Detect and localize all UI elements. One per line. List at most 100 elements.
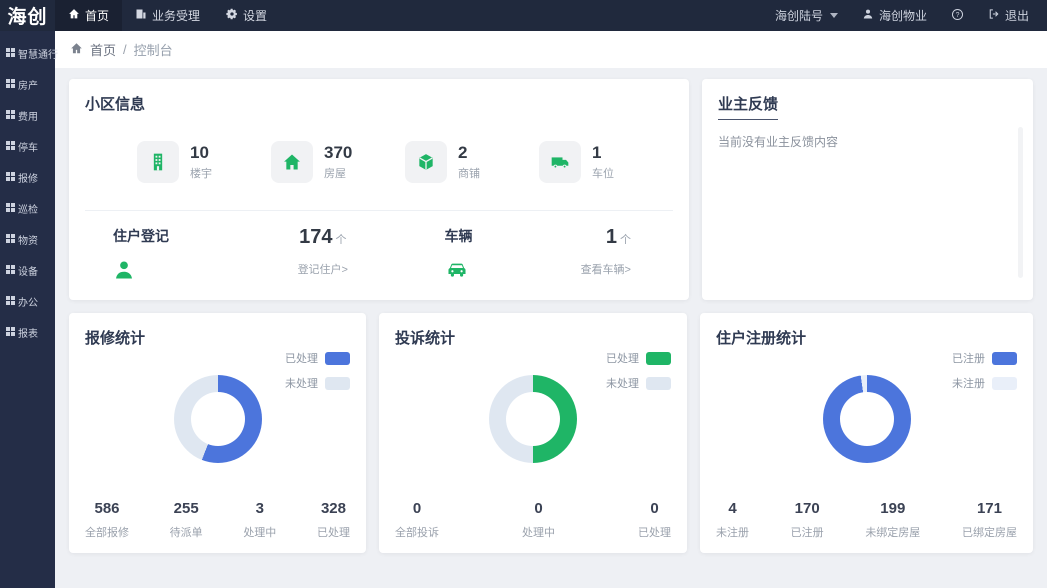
community-bottom-row: 住户登记 174 个 登记住户> 车辆: [85, 211, 673, 286]
sidebar-item-equipment[interactable]: 设备: [0, 255, 55, 286]
building-icon: [137, 141, 179, 183]
sidebar-item-label: 停车: [18, 143, 38, 154]
feedback-empty-text: 当前没有业主反馈内容: [718, 135, 839, 149]
briefcase-icon: [135, 8, 147, 23]
legend-label: 已处理: [606, 353, 639, 365]
vehicle-list-link[interactable]: 查看车辆>: [580, 264, 631, 276]
card-title: 业主反馈: [718, 93, 1017, 120]
legend-swatch: [646, 351, 671, 365]
svg-text:?: ?: [956, 11, 960, 18]
main-content: 首页 / 控制台 小区信息 10: [55, 31, 1047, 588]
vehicle-count-unit: 个: [620, 234, 631, 246]
menu-item-home[interactable]: 首页: [55, 0, 123, 31]
resident-list-link[interactable]: 登记住户>: [297, 264, 348, 276]
stat-value: 199: [880, 500, 906, 517]
stat-value: 10: [190, 143, 209, 162]
menu-item-settings[interactable]: 设置: [213, 0, 280, 31]
chart-stat: 0 处理中: [522, 500, 555, 540]
legend-item-unprocessed[interactable]: 未处理: [606, 375, 671, 391]
card-title: 小区信息: [85, 96, 146, 113]
stat-buildings: 10 楼宇: [137, 141, 271, 183]
stat-value: 586: [94, 500, 120, 517]
stat-label: 未绑定房屋: [865, 527, 921, 539]
card-title: 报修统计: [85, 330, 146, 347]
chart-stats-row: 4 未注册 170 已注册 199 未绑定房屋 171: [716, 500, 1017, 540]
community-stats-row: 10 楼宇 370 房屋: [137, 141, 673, 183]
legend-swatch: [992, 376, 1017, 390]
chart-stat: 199 未绑定房屋: [865, 500, 920, 540]
stat-label: 楼宇: [190, 168, 212, 180]
menu-item-label: 设置: [243, 9, 268, 23]
logout-label: 退出: [1004, 9, 1029, 23]
stat-label: 已处理: [316, 527, 350, 539]
stat-label: 全部报修: [85, 527, 129, 539]
user-icon: [862, 8, 874, 23]
grid-icon: [6, 264, 15, 277]
repair-donut-chart: [173, 375, 262, 463]
breadcrumb-home[interactable]: 首页: [90, 43, 117, 58]
stat-label: 处理中: [522, 527, 555, 539]
gear-icon: [226, 8, 238, 23]
logout-icon: [988, 8, 1000, 23]
sidebar-item-reports[interactable]: 报表: [0, 317, 55, 348]
stat-label: 已注册: [790, 527, 824, 539]
vehicle-title: 车辆: [444, 228, 473, 244]
complaint-stats-card: 投诉统计 已处理 未处理 0: [379, 313, 687, 553]
stat-value: 255: [173, 500, 199, 517]
house-icon: [271, 141, 313, 183]
sidebar-item-parking[interactable]: 停车: [0, 131, 55, 162]
navbar-account-area: 海创陆号 海创物业 ? 退出: [775, 0, 1047, 31]
card-divider: [85, 210, 673, 211]
help-button[interactable]: ?: [951, 8, 964, 24]
sidebar-item-office[interactable]: 办公: [0, 286, 55, 317]
stat-houses: 370 房屋: [271, 141, 405, 183]
stat-label: 已绑定房屋: [961, 527, 1017, 539]
menu-item-label: 业务受理: [152, 9, 201, 23]
chart-stat: 170 已注册: [791, 500, 824, 540]
feedback-title-text: 业主反馈: [718, 93, 779, 120]
grid-icon: [6, 171, 15, 184]
company-name: 海创物业: [878, 9, 927, 23]
sidebar-item-label: 设备: [18, 267, 38, 278]
truck-icon: [539, 141, 581, 183]
sidebar-item-supplies[interactable]: 物资: [0, 224, 55, 255]
sidebar-item-smart-access[interactable]: 智慧通行: [0, 38, 58, 69]
stat-label: 未注册: [716, 527, 749, 539]
grid-icon: [6, 202, 15, 215]
repair-stats-card: 报修统计 已处理 未处理 586: [69, 313, 366, 553]
chart-legend: 已注册 未注册: [952, 350, 1017, 400]
sidebar-item-label: 报修: [18, 174, 38, 185]
account-company[interactable]: 海创物业: [862, 7, 927, 24]
stat-parking: 1 车位: [539, 141, 673, 183]
stat-value: 4: [728, 500, 737, 517]
grid-icon: [6, 295, 15, 308]
stat-label: 车位: [592, 168, 614, 180]
stat-label: 已处理: [638, 527, 671, 539]
community-switcher[interactable]: 海创陆号: [775, 7, 838, 24]
sidebar-item-label: 智慧通行: [18, 50, 58, 61]
chart-stat: 255 待派单: [170, 500, 203, 540]
legend-item-registered[interactable]: 已注册: [952, 350, 1017, 366]
sidebar-item-label: 报表: [18, 329, 38, 340]
sidebar-item-fees[interactable]: 费用: [0, 100, 55, 131]
grid-icon: [6, 326, 15, 339]
legend-item-processed[interactable]: 已处理: [606, 350, 671, 366]
legend-item-unprocessed[interactable]: 未处理: [285, 375, 350, 391]
sidebar-item-inspection[interactable]: 巡检: [0, 193, 55, 224]
home-icon: [70, 42, 83, 58]
stat-label: 处理中: [243, 527, 277, 539]
feedback-scrollbar[interactable]: [1018, 127, 1023, 278]
grid-icon: [6, 140, 15, 153]
resident-register-title: 住户登记: [113, 228, 169, 244]
grid-icon: [6, 78, 15, 91]
menu-item-business[interactable]: 业务受理: [122, 0, 213, 31]
sidebar-item-repair[interactable]: 报修: [0, 162, 55, 193]
legend-item-processed[interactable]: 已处理: [285, 350, 350, 366]
logout-button[interactable]: 退出: [988, 7, 1029, 24]
stat-value: 370: [324, 143, 353, 162]
sidebar-item-property[interactable]: 房产: [0, 69, 55, 100]
legend-item-unregistered[interactable]: 未注册: [952, 375, 1017, 391]
stat-value: 170: [794, 500, 820, 517]
